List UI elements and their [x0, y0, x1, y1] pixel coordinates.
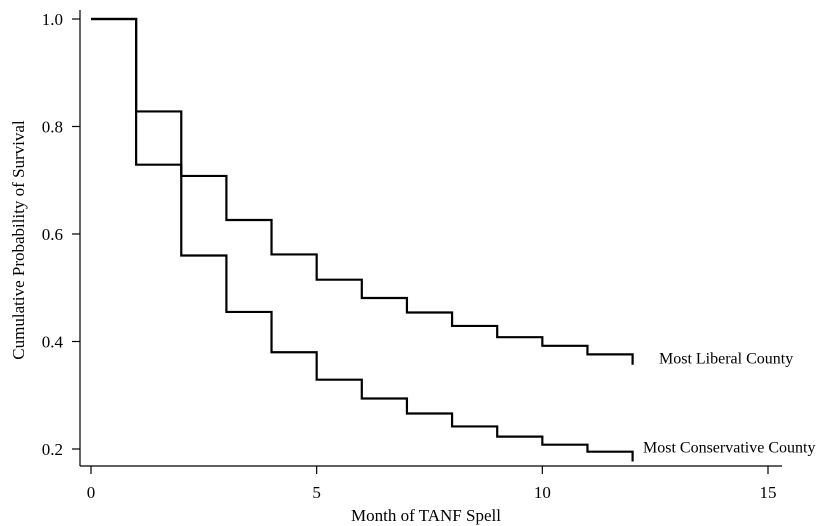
y-tick-label: 0.6 — [42, 225, 63, 244]
y-tick-label: 0.8 — [42, 118, 63, 137]
series-labels: Most Liberal County Most Conservative Cou… — [643, 351, 815, 457]
x-tick-label: 15 — [760, 483, 777, 502]
x-tick-label: 5 — [312, 483, 321, 502]
series-label: Most Liberal County — [659, 351, 793, 368]
series-label: Most Conservative County — [643, 439, 815, 456]
x-tick-label: 0 — [87, 483, 96, 502]
y-ticks: 0.2 0.4 0.6 0.8 1.0 — [42, 10, 80, 459]
y-tick-label: 1.0 — [42, 10, 63, 29]
series-group — [91, 17, 634, 462]
axes — [79, 10, 782, 467]
x-axis-title: Month of TANF Spell — [351, 506, 501, 525]
x-tick-label: 10 — [534, 483, 551, 502]
x-ticks: 0 5 10 15 — [87, 466, 777, 502]
survival-curve-liberal — [91, 17, 634, 365]
y-axis-title: Cumulative Probability of Survival — [9, 120, 28, 360]
y-tick-label: 0.2 — [42, 440, 63, 459]
y-tick-label: 0.4 — [42, 333, 64, 352]
survival-curve-conservative — [91, 17, 634, 462]
